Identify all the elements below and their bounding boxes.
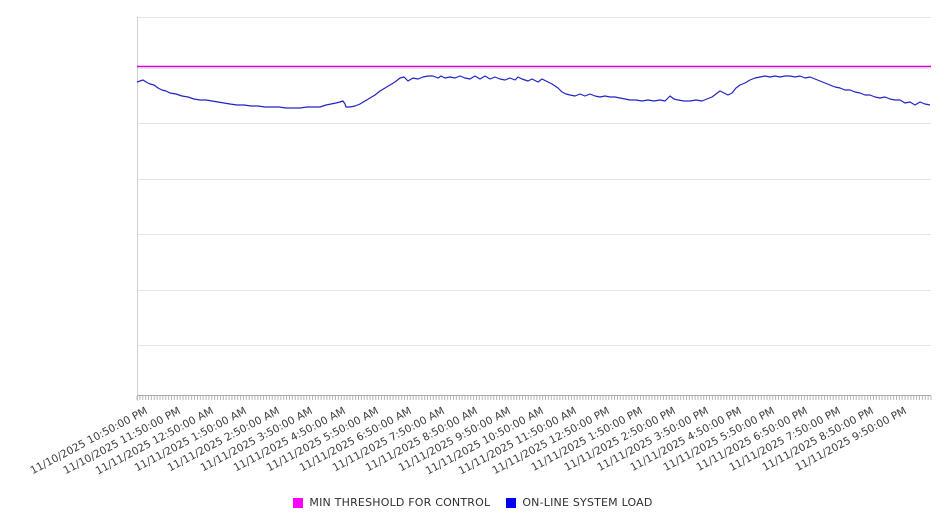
legend: MIN THRESHOLD FOR CONTROL ON-LINE SYSTEM… xyxy=(0,496,946,509)
legend-swatch-system-load-icon xyxy=(506,497,517,508)
legend-item-min-threshold: MIN THRESHOLD FOR CONTROL xyxy=(293,496,490,509)
system-load-line xyxy=(136,75,931,109)
line-chart-plot xyxy=(136,17,932,401)
legend-swatch-min-threshold-icon xyxy=(293,497,304,508)
legend-item-system-load: ON-LINE SYSTEM LOAD xyxy=(506,496,652,509)
legend-label-system-load: ON-LINE SYSTEM LOAD xyxy=(522,496,653,509)
legend-label-min-threshold: MIN THRESHOLD FOR CONTROL xyxy=(309,496,491,509)
